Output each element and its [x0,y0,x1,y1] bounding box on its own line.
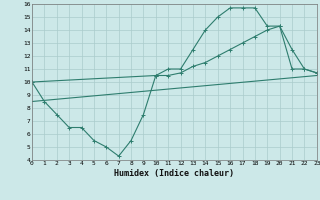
X-axis label: Humidex (Indice chaleur): Humidex (Indice chaleur) [115,169,234,178]
